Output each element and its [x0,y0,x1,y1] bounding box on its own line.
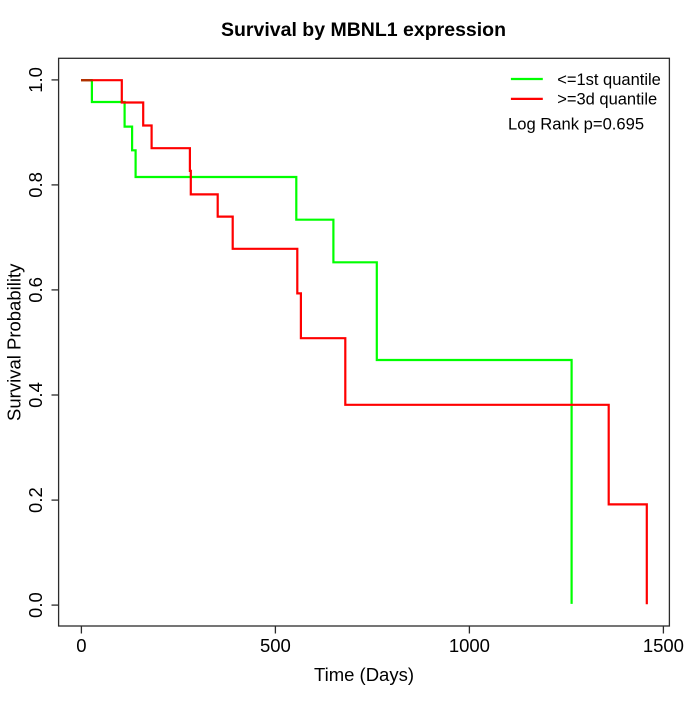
svg-text:0: 0 [76,635,86,656]
svg-text:Log Rank p=0.695: Log Rank p=0.695 [508,115,644,134]
svg-text:Time (Days): Time (Days) [314,664,414,685]
svg-text:0.6: 0.6 [25,277,46,303]
svg-text:1.0: 1.0 [25,67,46,93]
svg-text:0.4: 0.4 [25,382,46,408]
svg-text:500: 500 [260,635,291,656]
svg-text:Survival Probability: Survival Probability [3,263,24,421]
svg-text:Survival by MBNL1 expression: Survival by MBNL1 expression [221,19,506,41]
svg-text:1000: 1000 [449,635,490,656]
svg-text:1500: 1500 [643,635,684,656]
svg-text:0.0: 0.0 [25,592,46,618]
svg-text:0.8: 0.8 [25,172,46,198]
svg-text:<=1st quantile: <=1st quantile [557,71,661,89]
svg-text:0.2: 0.2 [25,487,46,513]
svg-text:>=3d quantile: >=3d quantile [557,91,657,109]
